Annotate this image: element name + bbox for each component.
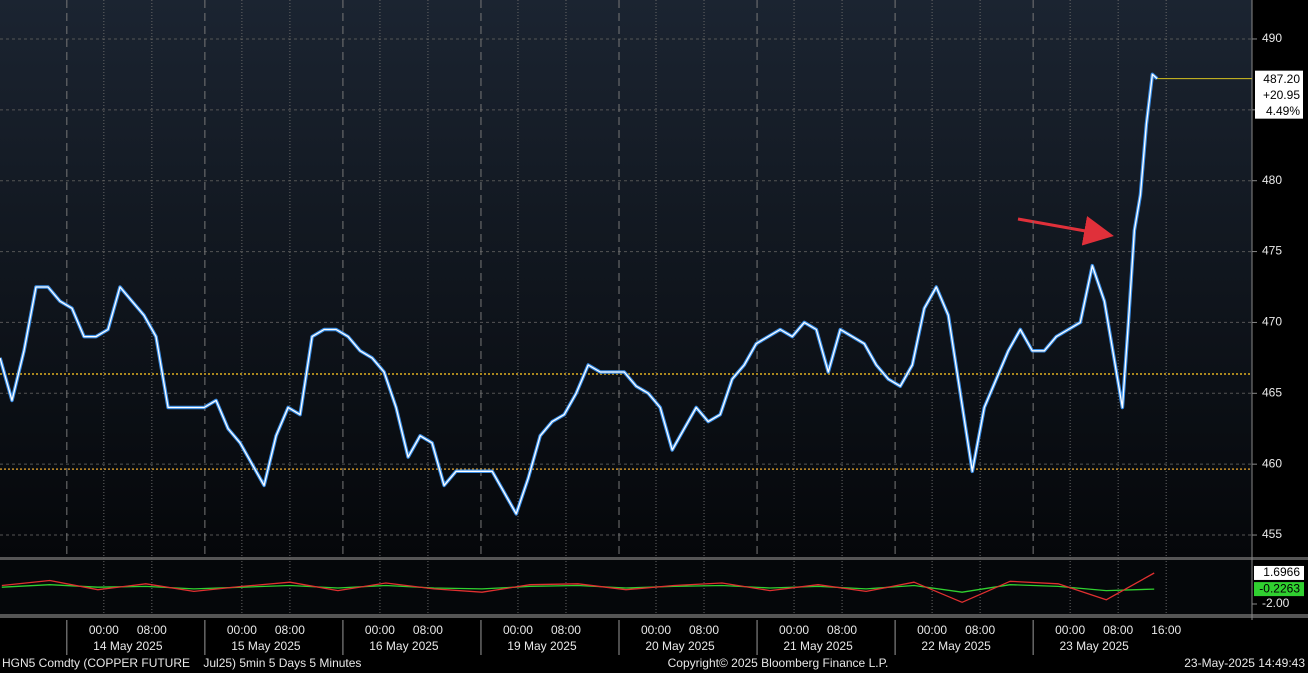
last-price-label: 487.20 (1263, 72, 1300, 86)
x-tick-label: 00:00 (917, 623, 947, 637)
day-label: 19 May 2025 (507, 639, 577, 653)
footer-left: HGN5 Comdty (COPPER FUTURE Jul25) 5min 5… (2, 656, 361, 670)
x-tick-label: 00:00 (89, 623, 119, 637)
day-label: 14 May 2025 (93, 639, 163, 653)
x-tick-label: 00:00 (779, 623, 809, 637)
x-tick-label: 08:00 (137, 623, 167, 637)
day-label: 20 May 2025 (645, 639, 715, 653)
change-label: +20.95 (1263, 88, 1300, 102)
panel-divider (0, 614, 1308, 618)
day-label: 22 May 2025 (921, 639, 991, 653)
y-tick-label: 470 (1262, 315, 1282, 329)
panel-divider (0, 557, 1308, 560)
data-line (0, 73, 1158, 515)
x-tick-label: 00:00 (1055, 623, 1085, 637)
x-tick-label: 08:00 (413, 623, 443, 637)
y-tick-label: 465 (1262, 385, 1282, 399)
y-tick-label: 475 (1262, 244, 1282, 258)
y-tick-label: 460 (1262, 456, 1282, 470)
y-tick-label: 490 (1262, 31, 1282, 45)
x-tick-label: 16:00 (1151, 623, 1181, 637)
last-value-box (1254, 565, 1304, 580)
change-pct-label: 4.49% (1266, 104, 1300, 118)
last-value-label: 1.6966 (1263, 565, 1300, 579)
y-tick-label: 480 (1262, 173, 1282, 187)
day-label: 15 May 2025 (231, 639, 301, 653)
y-tick-label: 455 (1262, 527, 1282, 541)
y-tick-label: -2.00 (1262, 596, 1290, 610)
footer-right: 23-May-2025 14:49:43 (1184, 656, 1305, 670)
plot-background (0, 0, 1252, 557)
x-tick-label: 00:00 (227, 623, 257, 637)
data-line (1, 572, 1155, 603)
x-tick-label: 08:00 (1103, 623, 1133, 637)
last-value-box (1254, 582, 1304, 597)
last-price-box (1255, 70, 1303, 119)
data-line (1, 584, 1155, 593)
x-tick-label: 08:00 (689, 623, 719, 637)
x-tick-label: 08:00 (551, 623, 581, 637)
x-tick-label: 08:00 (827, 623, 857, 637)
day-label: 23 May 2025 (1059, 639, 1129, 653)
x-tick-label: 00:00 (365, 623, 395, 637)
footer-center: Copyright© 2025 Bloomberg Finance L.P. (668, 656, 889, 670)
day-label: 16 May 2025 (369, 639, 439, 653)
x-tick-label: 00:00 (641, 623, 671, 637)
x-tick-label: 08:00 (965, 623, 995, 637)
x-tick-label: 00:00 (503, 623, 533, 637)
x-tick-label: 08:00 (275, 623, 305, 637)
day-label: 21 May 2025 (783, 639, 853, 653)
last-value-label: -0.2263 (1259, 581, 1300, 595)
